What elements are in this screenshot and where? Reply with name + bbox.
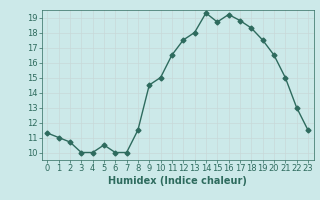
X-axis label: Humidex (Indice chaleur): Humidex (Indice chaleur) bbox=[108, 176, 247, 186]
